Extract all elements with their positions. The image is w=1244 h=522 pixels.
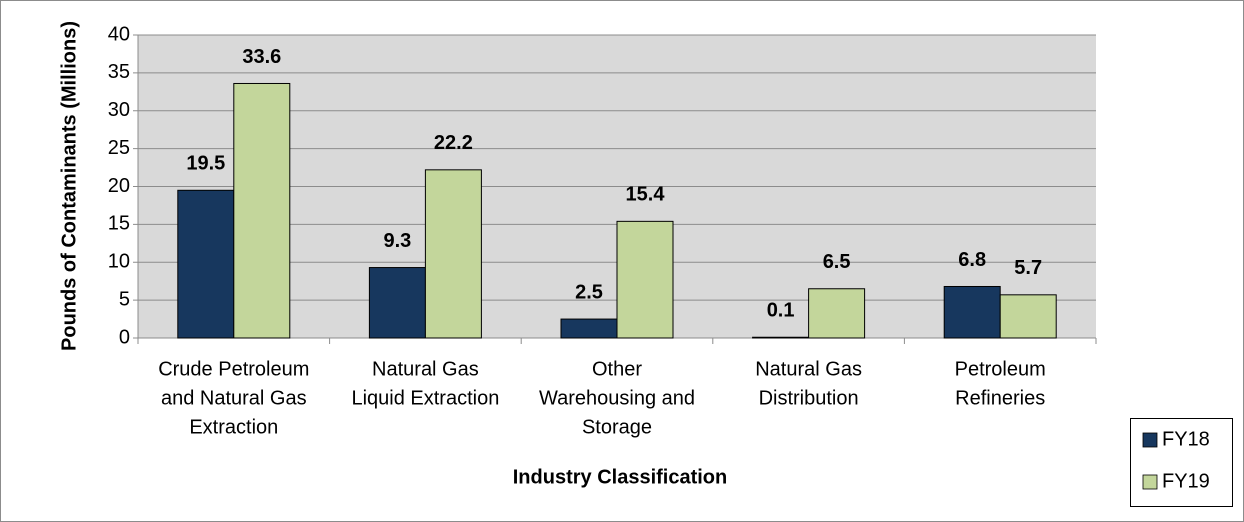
y-tick-label: 15 [108, 213, 130, 235]
x-tick-label: Liquid Extraction [351, 387, 499, 409]
data-label: 0.1 [767, 300, 795, 322]
data-label: 9.3 [383, 230, 411, 252]
data-label: 33.6 [242, 46, 281, 68]
x-tick-label: Other [592, 358, 642, 380]
y-tick-label: 5 [119, 288, 130, 310]
bar [752, 336, 810, 339]
x-tick-label: and Natural Gas [161, 387, 307, 409]
data-label: 19.5 [186, 153, 225, 175]
y-tick-label: 25 [108, 137, 130, 159]
x-axis-title: Industry Classification [513, 466, 728, 488]
data-label: 5.7 [1014, 257, 1042, 279]
data-label: 2.5 [575, 281, 603, 303]
legend-label: FY19 [1162, 470, 1210, 492]
data-label: 22.2 [434, 132, 473, 154]
x-tick-label: Natural Gas [372, 358, 479, 380]
bar [808, 288, 866, 339]
bar [616, 220, 674, 339]
legend-swatch [1142, 432, 1158, 448]
data-label: 15.4 [626, 184, 666, 206]
x-tick-label: Distribution [759, 387, 859, 409]
y-tick-label: 35 [108, 61, 130, 83]
legend-box [1130, 418, 1233, 507]
x-tick-label: Warehousing and [539, 387, 695, 409]
bar [560, 318, 618, 339]
y-tick-label: 20 [108, 175, 130, 197]
legend-swatch [1142, 474, 1158, 490]
bar [177, 189, 235, 339]
data-label: 6.5 [823, 251, 851, 273]
y-tick-label: 10 [108, 251, 130, 273]
y-tick-label: 0 [119, 326, 130, 348]
x-tick-label: Storage [582, 416, 652, 438]
bar [424, 169, 482, 339]
x-tick-label: Extraction [189, 416, 278, 438]
bar [943, 285, 1001, 339]
x-tick-label: Petroleum [955, 358, 1046, 380]
x-tick-label: Natural Gas [755, 358, 862, 380]
legend-label: FY18 [1162, 428, 1210, 450]
x-tick-label: Crude Petroleum [158, 358, 309, 380]
bar [233, 82, 291, 339]
y-axis-title: Pounds of Contaminants (Millions) [58, 21, 80, 351]
y-tick-label: 30 [108, 99, 130, 121]
data-label: 6.8 [958, 249, 986, 271]
x-tick-label: Refineries [955, 387, 1045, 409]
bar [999, 294, 1057, 339]
y-tick-label: 40 [108, 23, 130, 45]
bar [368, 267, 426, 339]
